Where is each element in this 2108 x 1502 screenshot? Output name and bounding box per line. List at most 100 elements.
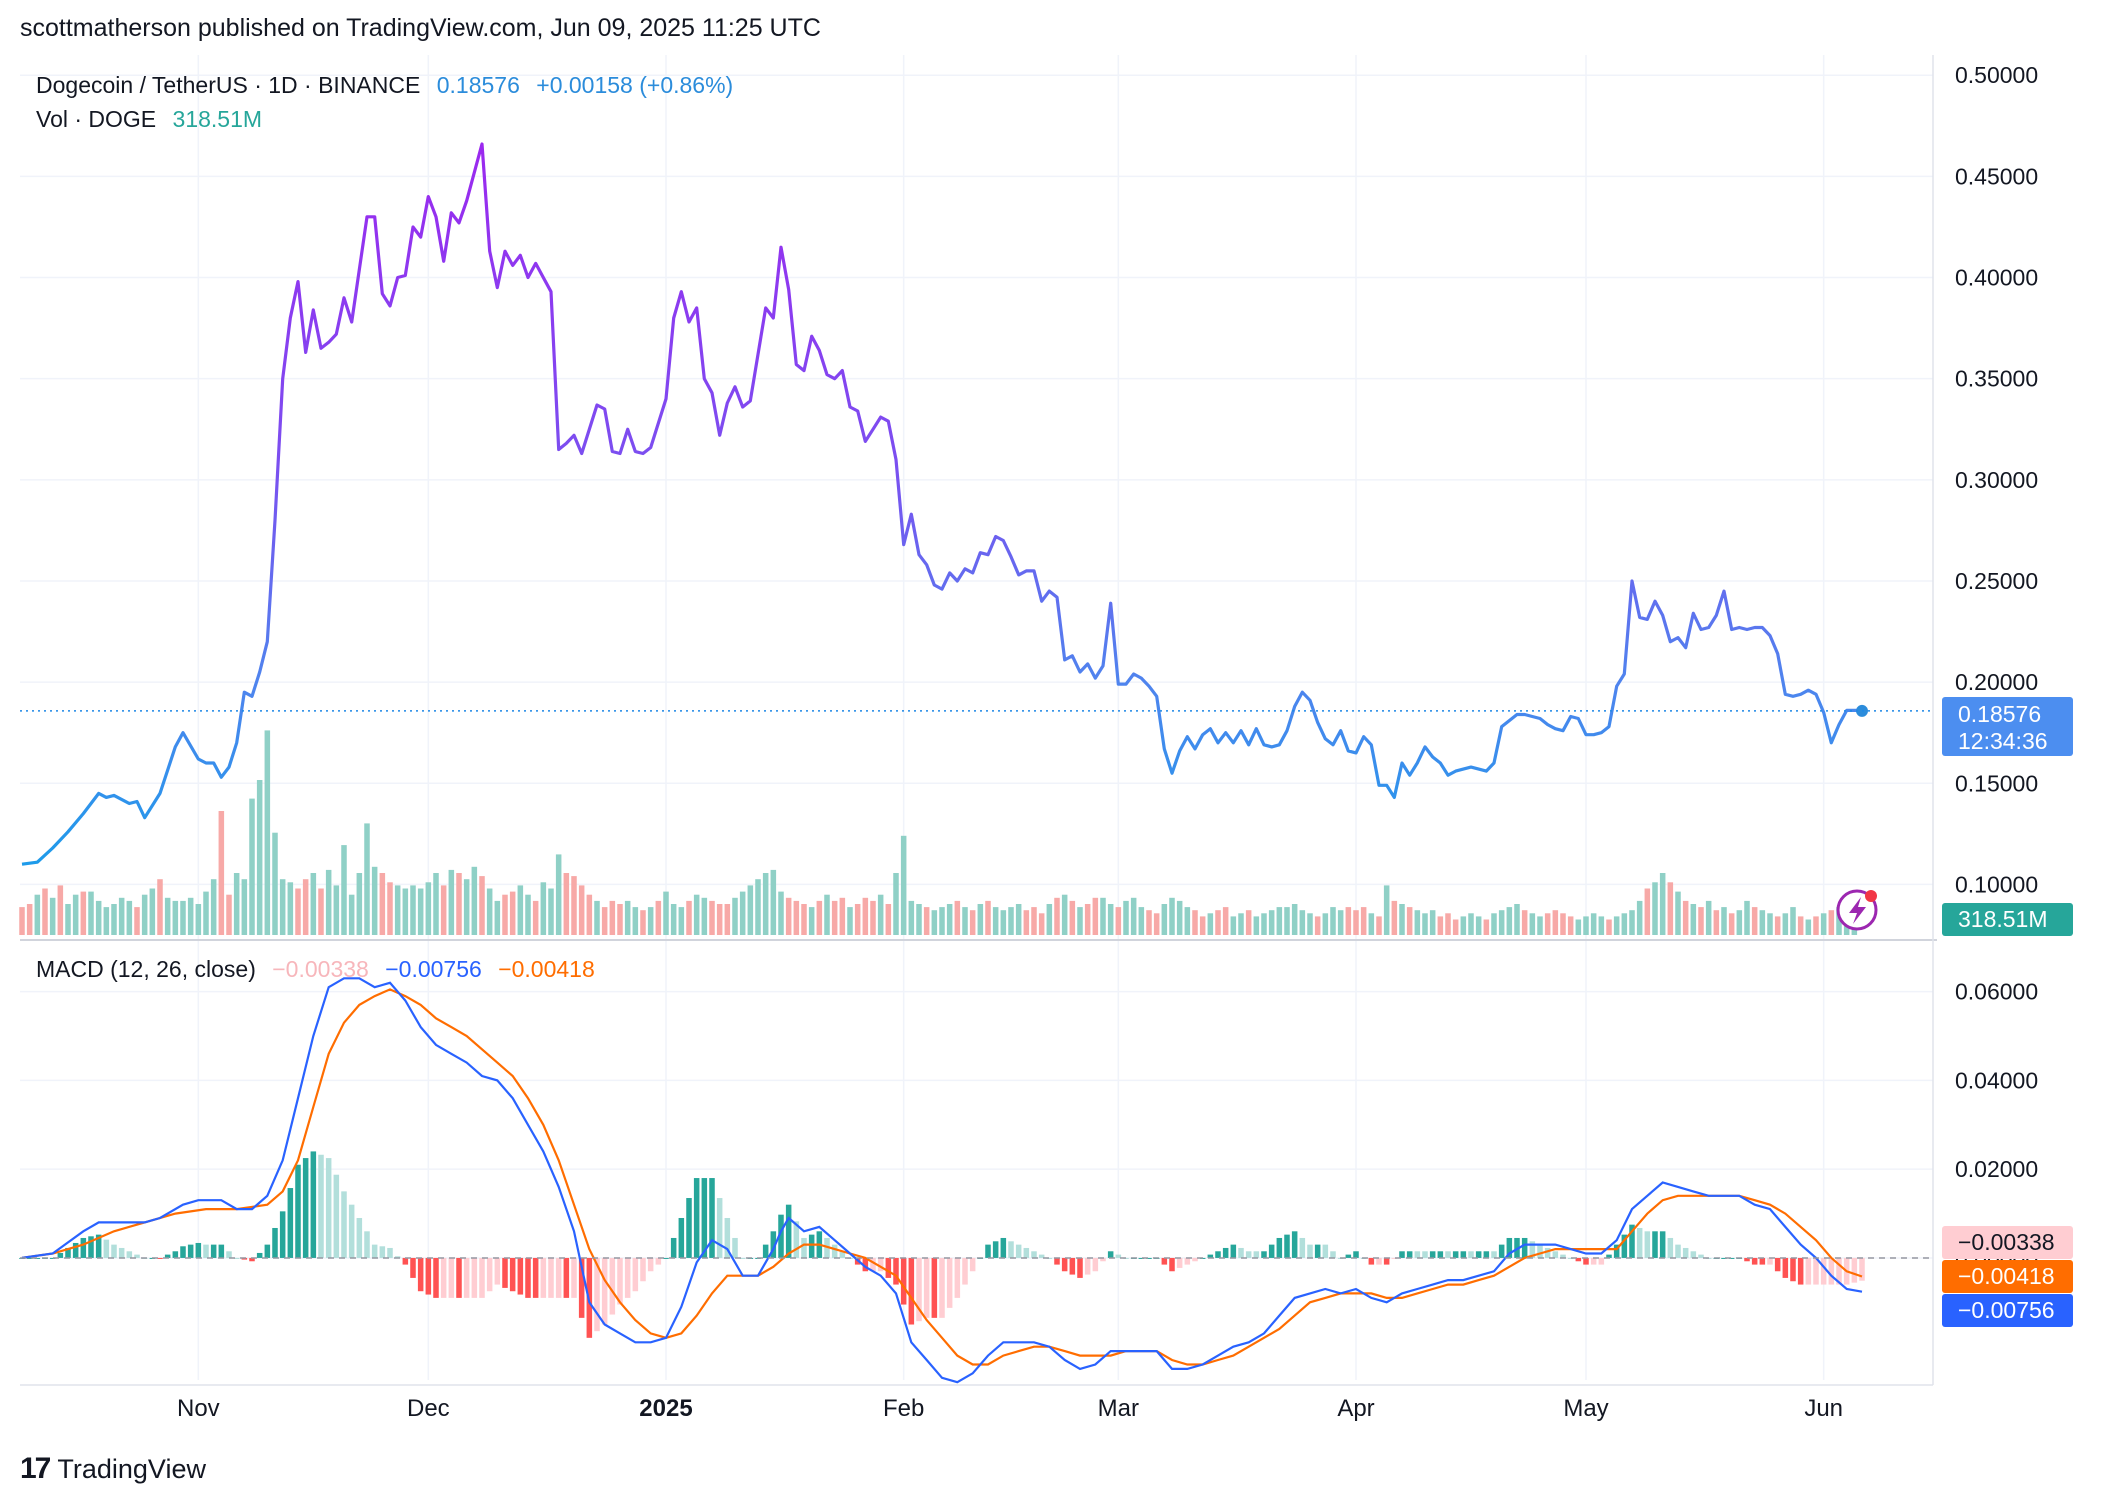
volume-bar (65, 904, 71, 935)
volume-bar (601, 907, 608, 935)
volume-bar (1146, 910, 1152, 935)
histogram-bar (264, 1244, 271, 1258)
histogram-bar (877, 1257, 884, 1272)
volume-bar (877, 894, 884, 935)
histogram-bar (724, 1217, 731, 1258)
volume-bar (1222, 907, 1229, 935)
histogram-bar (1184, 1257, 1191, 1265)
histogram-bar (548, 1257, 554, 1298)
macd-label[interactable]: MACD (12, 26, close) (36, 956, 256, 982)
volume-bar (1130, 897, 1137, 935)
histogram-bar (195, 1242, 202, 1258)
volume-bar (1836, 907, 1842, 935)
volume-bar (609, 900, 616, 935)
histogram-bar (739, 1257, 746, 1259)
volume-bar (1698, 907, 1704, 935)
histogram-bar (1161, 1257, 1168, 1265)
volume-bar (1276, 907, 1283, 935)
histogram-bar (463, 1257, 470, 1298)
histogram-bar (218, 1244, 225, 1258)
histogram-bar (1820, 1257, 1827, 1285)
histogram-bar (594, 1257, 600, 1332)
price-tick-label: 0.15000 (1955, 770, 2038, 796)
histogram-bar (908, 1257, 915, 1325)
histogram-bar (609, 1257, 616, 1315)
volume-bar (1192, 910, 1198, 935)
histogram-bar (1192, 1257, 1198, 1262)
histogram-bar (479, 1257, 485, 1298)
volume-bar (1184, 907, 1191, 935)
volume-bar (1008, 907, 1014, 935)
histogram-bar (1376, 1257, 1382, 1265)
volume-bar (1299, 910, 1306, 935)
volume-bar (141, 894, 148, 935)
histogram-bar (655, 1257, 662, 1265)
histogram-bar (601, 1257, 608, 1325)
volume-bar (502, 894, 508, 935)
histogram-bar (701, 1178, 708, 1258)
volume-bar (969, 910, 976, 935)
volume-bar (885, 904, 892, 935)
histogram-bar (394, 1256, 401, 1258)
histogram-bar (1100, 1257, 1106, 1262)
histogram-bar (1146, 1257, 1152, 1259)
volume-bar (325, 869, 332, 935)
volume-bar (1636, 900, 1643, 935)
volume-bar (854, 904, 861, 935)
histogram-bar (333, 1174, 340, 1258)
volume-bar (448, 869, 455, 935)
volume-bar (241, 879, 248, 935)
histogram-bar (1460, 1251, 1467, 1258)
hist-badge-value: −0.00338 (1958, 1229, 2055, 1255)
volume-bar (42, 888, 48, 935)
volume-bar (1667, 882, 1674, 935)
volume-bar (992, 907, 999, 935)
volume-bar (931, 910, 938, 935)
histogram-bar (1483, 1251, 1490, 1258)
histogram-bar (1728, 1257, 1735, 1259)
histogram-bar (425, 1257, 432, 1295)
signal-badge-value: −0.00418 (1958, 1263, 2055, 1289)
footer-brand[interactable]: 17 TradingView (20, 1452, 206, 1486)
volume-bar (318, 888, 324, 935)
histogram-bar (1222, 1247, 1229, 1258)
histogram-bar (1529, 1241, 1536, 1258)
histogram-bar (49, 1257, 56, 1259)
histogram-bar (1805, 1257, 1812, 1285)
histogram-bar (1406, 1251, 1413, 1258)
volume-bar (586, 894, 593, 935)
histogram-bar (1521, 1237, 1528, 1258)
histogram-bar (210, 1244, 217, 1258)
histogram-bar (1575, 1257, 1582, 1262)
histogram-bar (732, 1237, 738, 1258)
volume-bar (1429, 910, 1436, 935)
volume-bar (471, 866, 478, 935)
volume-bar (1368, 913, 1375, 935)
symbol-title[interactable]: Dogecoin / TetherUS · 1D · BINANCE (36, 72, 421, 98)
histogram-bar (1552, 1251, 1559, 1258)
histogram-bar (1046, 1257, 1053, 1259)
volume-label[interactable]: Vol · DOGE (36, 106, 157, 132)
histogram-bar (134, 1254, 140, 1258)
alert-lightning-icon[interactable] (1836, 889, 1878, 931)
volume-bar (1015, 904, 1022, 935)
volume-bar (946, 904, 953, 935)
histogram-bar (325, 1158, 332, 1258)
histogram-bar (693, 1178, 700, 1258)
histogram-bar (1537, 1244, 1543, 1258)
histogram-bar (1015, 1244, 1022, 1258)
volume-bar (233, 873, 240, 935)
histogram-bar (1797, 1257, 1804, 1285)
histogram-bar (1215, 1251, 1221, 1258)
histogram-bar (1621, 1234, 1628, 1258)
macd-tick-label: 0.04000 (1955, 1067, 2038, 1093)
histogram-bar (1636, 1227, 1643, 1258)
histogram-bar (778, 1214, 784, 1258)
histogram-bar (885, 1257, 892, 1278)
histogram-bar (65, 1247, 71, 1258)
histogram-bar (1698, 1254, 1704, 1258)
volume-bar (103, 907, 110, 935)
volume-bar (563, 873, 570, 935)
volume-bar (1713, 910, 1720, 935)
volume-bar (1575, 919, 1582, 935)
